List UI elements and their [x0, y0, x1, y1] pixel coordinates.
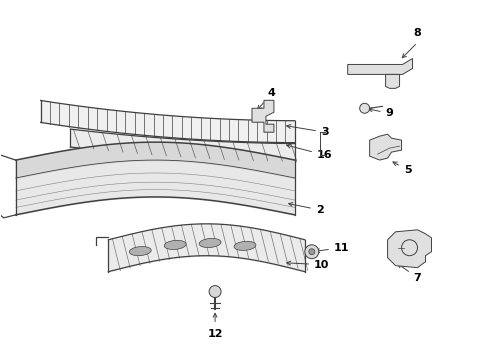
Text: 4: 4 — [257, 88, 275, 109]
Ellipse shape — [199, 238, 221, 248]
Text: 5: 5 — [392, 162, 410, 175]
Text: 12: 12 — [207, 329, 223, 339]
Text: 9: 9 — [367, 108, 393, 118]
Ellipse shape — [234, 241, 255, 251]
Polygon shape — [347, 58, 412, 75]
Circle shape — [209, 285, 221, 298]
Text: 10: 10 — [286, 260, 329, 270]
Text: 8: 8 — [413, 28, 421, 37]
Polygon shape — [369, 134, 401, 160]
Ellipse shape — [129, 247, 151, 256]
Polygon shape — [387, 230, 430, 268]
Circle shape — [308, 249, 314, 255]
Text: 7: 7 — [397, 264, 421, 283]
Polygon shape — [385, 75, 399, 88]
Circle shape — [359, 103, 369, 113]
Polygon shape — [251, 100, 273, 132]
Text: 11: 11 — [315, 243, 349, 253]
Text: 3: 3 — [286, 125, 328, 137]
Text: 2: 2 — [288, 203, 323, 215]
Circle shape — [304, 245, 318, 259]
Text: 16: 16 — [286, 144, 332, 160]
Ellipse shape — [164, 240, 186, 249]
